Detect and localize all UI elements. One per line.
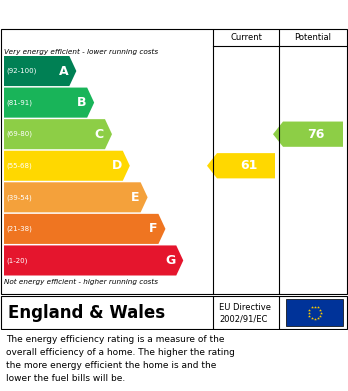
Text: (21-38): (21-38): [6, 226, 32, 232]
Text: lower the fuel bills will be.: lower the fuel bills will be.: [6, 374, 125, 383]
Text: G: G: [165, 254, 175, 267]
Text: Energy Efficiency Rating: Energy Efficiency Rating: [9, 7, 219, 22]
Text: overall efficiency of a home. The higher the rating: overall efficiency of a home. The higher…: [6, 348, 235, 357]
Text: C: C: [95, 128, 104, 141]
Text: Potential: Potential: [294, 32, 332, 41]
Text: E: E: [131, 191, 140, 204]
Text: B: B: [77, 96, 86, 109]
Text: EU Directive: EU Directive: [219, 303, 271, 312]
Text: Very energy efficient - lower running costs: Very energy efficient - lower running co…: [4, 49, 158, 55]
Text: 76: 76: [307, 128, 325, 141]
Text: England & Wales: England & Wales: [8, 303, 165, 321]
Text: (69-80): (69-80): [6, 131, 32, 137]
Polygon shape: [4, 88, 94, 118]
Text: the more energy efficient the home is and the: the more energy efficient the home is an…: [6, 361, 216, 370]
Bar: [286, 299, 343, 326]
Polygon shape: [207, 153, 275, 178]
Text: The energy efficiency rating is a measure of the: The energy efficiency rating is a measur…: [6, 335, 224, 344]
Polygon shape: [4, 119, 112, 149]
Text: (39-54): (39-54): [6, 194, 32, 201]
Polygon shape: [4, 246, 183, 276]
Polygon shape: [4, 151, 130, 181]
Polygon shape: [4, 214, 165, 244]
Polygon shape: [4, 56, 76, 86]
Text: (92-100): (92-100): [6, 68, 37, 74]
Text: (55-68): (55-68): [6, 163, 32, 169]
Text: 2002/91/EC: 2002/91/EC: [219, 314, 267, 323]
Text: (81-91): (81-91): [6, 99, 32, 106]
Polygon shape: [4, 182, 148, 212]
Text: 61: 61: [240, 159, 258, 172]
Text: (1-20): (1-20): [6, 257, 27, 264]
Text: F: F: [149, 222, 157, 235]
Text: Current: Current: [230, 32, 262, 41]
Text: D: D: [112, 159, 122, 172]
Polygon shape: [273, 122, 343, 147]
Text: Not energy efficient - higher running costs: Not energy efficient - higher running co…: [4, 279, 158, 285]
Text: A: A: [59, 65, 68, 77]
